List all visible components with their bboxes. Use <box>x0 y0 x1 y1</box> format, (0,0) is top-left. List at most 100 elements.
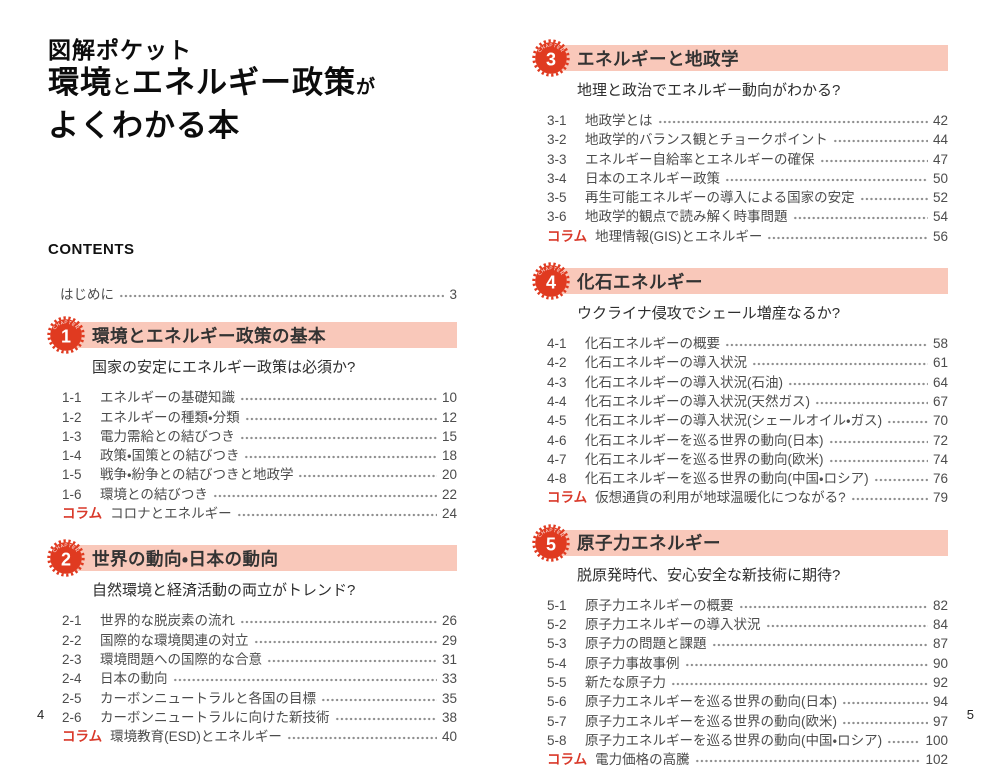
toc-row-page: 84 <box>932 617 948 633</box>
toc-row-label: 5-6 <box>547 694 567 710</box>
toc-row-page: 12 <box>441 409 457 425</box>
dot-leader <box>239 434 437 441</box>
toc-row: 5-4 原子力事故事例 90 <box>547 652 948 671</box>
chapter-badge-number: 5 <box>546 534 556 554</box>
chapter-badge-icon: CHAPTER 3 <box>532 39 570 77</box>
toc-row: 4-2 化石エネルギーの導入状況 61 <box>547 351 948 370</box>
toc-row: 1-6 環境との結びつき 22 <box>62 483 457 502</box>
toc-row-page: 70 <box>932 413 948 429</box>
dot-leader <box>788 380 928 387</box>
chapter-header: CHAPTER 1 環境とエネルギー政策の基本 <box>47 316 457 354</box>
toc-row: 2-6 カーボンニュートラルに向けた新技術 38 <box>62 706 457 725</box>
toc-row-label: コラム <box>62 506 103 522</box>
toc-row-title: コロナとエネルギー <box>110 506 232 522</box>
title-segment-small: と <box>112 77 133 98</box>
toc-row: 4-8 化石エネルギーを巡る世界の動向(中国・ロシア) 76 <box>547 467 948 486</box>
toc-row-page: 67 <box>932 393 948 409</box>
toc-row-title: 化石エネルギーの導入状況 <box>585 355 747 371</box>
series-title: 図解ポケット <box>48 37 192 63</box>
toc-row-title: 日本のエネルギー政策 <box>585 170 720 186</box>
toc-chapter: CHAPTER 5 原子力エネルギー 脱原発時代、安心安全な新技術に期待? 5-… <box>532 524 948 768</box>
toc-row-label: 3-5 <box>547 190 567 206</box>
right-page-sections: CHAPTER 3 エネルギーと地政学 地理と政治でエネルギー動向がわかる? 3… <box>532 39 948 768</box>
toc-row-page: 33 <box>441 671 457 687</box>
toc-row-label: 4-6 <box>547 432 567 448</box>
toc-row: コラム コロナとエネルギー 24 <box>62 502 457 521</box>
toc-row: 5-7 原子力エネルギーを巡る世界の動向(欧米) 97 <box>547 710 948 729</box>
toc-row-title: 化石エネルギーを巡る世界の動向(中国・ロシア) <box>585 471 869 487</box>
toc-row-intro: はじめに 3 <box>60 283 457 302</box>
folio-right: 5 <box>966 707 974 722</box>
dot-leader <box>859 196 928 203</box>
toc-row-title: 原子力事故事例 <box>585 655 680 671</box>
toc-row-page: 94 <box>932 694 948 710</box>
toc-row-page: 22 <box>441 486 457 502</box>
toc-row: 1-5 戦争・紛争との結びつきと地政学 20 <box>62 463 457 482</box>
toc-row: 2-5 カーボンニュートラルと各国の目標 35 <box>62 687 457 706</box>
dot-leader <box>671 680 928 687</box>
toc-row-page: 18 <box>441 448 457 464</box>
chapter-badge-icon: CHAPTER 2 <box>47 539 85 578</box>
dot-leader <box>819 157 928 164</box>
toc-row-label: 3-3 <box>547 151 567 167</box>
toc-row-label: コラム <box>62 729 103 745</box>
toc-row: 2-2 国際的な環境関連の対立 29 <box>62 629 457 648</box>
chapter-toc-list: 5-1 原子力エネルギーの概要 82 5-2 原子力エネルギーの導入状況 84 <box>545 594 948 768</box>
toc-row-title: 地政学とは <box>585 113 653 128</box>
toc-row-page: 54 <box>932 209 948 225</box>
toc-row-page: 47 <box>932 151 948 167</box>
dot-leader <box>842 719 928 726</box>
chapter-badge-icon: CHAPTER 4 <box>532 262 570 300</box>
toc-row-title: 原子力エネルギーを巡る世界の動向(欧米) <box>585 713 837 729</box>
chapter-title-bar: 化石エネルギー <box>545 268 948 295</box>
toc-row-page: 24 <box>441 506 457 522</box>
toc-row-label: 2-6 <box>62 709 82 725</box>
toc-row-title: エネルギーの種類・分類 <box>100 409 240 425</box>
toc-row-page: 97 <box>932 713 948 729</box>
title-segment-big: 環境 <box>48 65 112 100</box>
dot-leader <box>119 293 445 299</box>
toc-row-label: 4-5 <box>547 413 567 429</box>
toc-row: 5-6 原子力エネルギーを巡る世界の動向(日本) 94 <box>547 690 948 709</box>
book-main-title-line1: 環境とエネルギー政策が <box>48 64 457 107</box>
toc-row-title: 原子力エネルギーの概要 <box>585 597 734 613</box>
chapter-badge-number: 2 <box>61 550 71 570</box>
toc-row-label: コラム <box>547 228 588 244</box>
toc-row: 2-4 日本の動向 33 <box>62 667 457 686</box>
toc-row: 4-1 化石エネルギーの概要 58 <box>547 332 948 351</box>
toc-row-label: 5-2 <box>547 617 567 633</box>
toc-row-label: 1-1 <box>62 390 82 406</box>
toc-row-page: 40 <box>441 729 457 745</box>
toc-row-label: 4-1 <box>547 336 567 352</box>
chapter-title-bar: 原子力エネルギー <box>545 529 948 556</box>
toc-row-title: 原子力エネルギーの導入状況 <box>585 617 761 633</box>
toc-row-page: 52 <box>932 190 948 206</box>
toc-row-label: 4-2 <box>547 355 567 371</box>
toc-row: 3-4 日本のエネルギー政策 50 <box>547 167 948 186</box>
dot-leader <box>842 700 928 707</box>
toc-row-page: 100 <box>925 732 948 748</box>
dot-leader <box>828 438 928 445</box>
toc-row-title: 地理情報(GIS)とエネルギー <box>595 228 763 244</box>
chapter-badge-number: 1 <box>61 327 71 347</box>
toc-row: コラム 仮想通貨の利用が地球温暖化につながる? 79 <box>547 486 948 505</box>
chapter-toc-list: 2-1 世界的な脱炭素の流れ 26 2-2 国際的な環境関連の対立 29 <box>60 609 457 744</box>
dot-leader <box>244 415 437 422</box>
toc-row-page: 74 <box>932 451 948 467</box>
chapter-badge-number: 4 <box>546 273 556 293</box>
toc-row-title: 地政学的観点で読み解く時事問題 <box>585 209 788 225</box>
toc-row-title: 再生可能エネルギーの導入による国家の安定 <box>585 190 855 206</box>
chapter-subtitle: 国家の安定にエネルギー政策は必須か? <box>92 359 356 377</box>
toc-row-title: 環境との結びつき <box>100 486 208 502</box>
dot-leader <box>172 677 437 684</box>
toc-row-title: 戦争・紛争との結びつきと地政学 <box>100 467 294 483</box>
toc-row-page: 90 <box>932 655 948 671</box>
chapter-badge-icon: CHAPTER 1 <box>47 316 85 354</box>
toc-row: 4-6 化石エネルギーを巡る世界の動向(日本) 72 <box>547 429 948 448</box>
toc-row-title: 化石エネルギーを巡る世界の動向(日本) <box>585 432 824 448</box>
toc-row-label: 4-7 <box>547 451 567 467</box>
toc-row-title: はじめに <box>60 287 114 302</box>
dot-leader <box>815 399 928 406</box>
toc-row-page: 31 <box>441 651 457 667</box>
toc-chapter: CHAPTER 4 化石エネルギー ウクライナ侵攻でシェール増産なるか? 4-1 <box>532 262 948 506</box>
